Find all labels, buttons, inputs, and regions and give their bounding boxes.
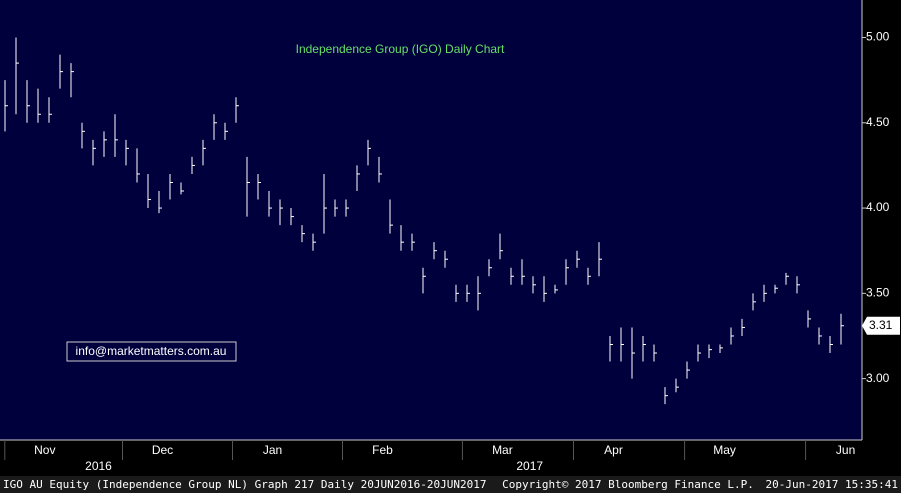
x-tick-label: Apr [604,443,623,457]
footer-center: Copyright© 2017 Bloomberg Finance L.P. [502,478,754,491]
x-tick-label: Jun [836,443,855,457]
y-tick-label: 4.50 [866,115,890,129]
year-label: 2017 [516,459,543,473]
annotation: info@marketmatters.com.au [76,344,227,358]
chart-title: Independence Group (IGO) Daily Chart [296,42,505,56]
x-tick-label: Jan [263,443,282,457]
footer-right: 20-Jun-2017 15:35:41 [766,478,898,491]
y-tick-label: 3.00 [866,371,890,385]
annotation-box [66,341,237,362]
plot-area [0,0,862,440]
x-tick-label: Dec [152,443,173,457]
y-tick-label: 4.00 [866,200,890,214]
last-price-box [862,316,900,335]
year-label: 2016 [85,459,112,473]
x-tick-label: May [713,443,736,457]
x-tick-label: Feb [372,443,393,457]
last-price-label: 3.31 [869,318,893,332]
y-tick-label: 3.50 [866,286,890,300]
footer-bar [0,476,901,493]
x-tick-label: Nov [34,443,55,457]
footer-left: IGO AU Equity (Independence Group NL) Gr… [3,478,486,491]
y-tick-label: 5.00 [866,30,890,44]
x-tick-label: Mar [492,443,513,457]
